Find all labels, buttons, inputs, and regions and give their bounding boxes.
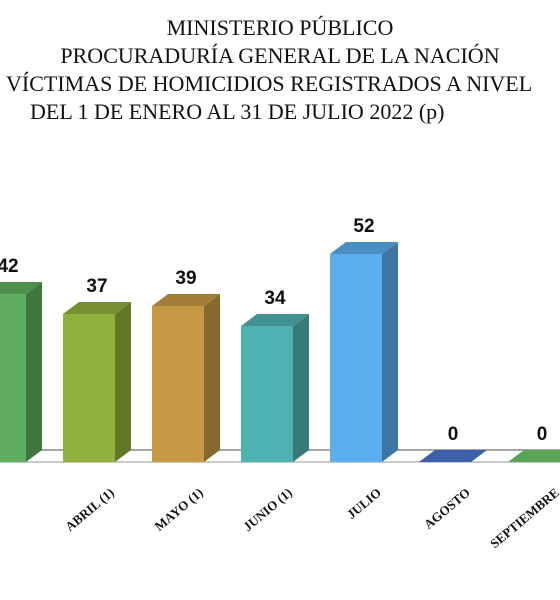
bar-top-abril-1	[63, 302, 131, 314]
bar-front-julio	[330, 254, 382, 462]
bar-front-abril-1	[63, 314, 115, 462]
title-line-procuraduria: PROCURADURÍA GENERAL DE LA NACIÓN	[60, 43, 500, 68]
category-label-septiembre: SEPTIEMBRE	[487, 485, 560, 551]
data-label-septiembre: 0	[537, 424, 548, 445]
bar-side-julio	[382, 242, 398, 462]
bar-front-junio-1	[241, 326, 293, 462]
title-line-periodo: DEL 1 DE ENERO AL 31 DE JULIO 2022 (p)	[30, 99, 445, 124]
category-label-agosto: AGOSTO	[421, 485, 473, 532]
bar-front-mayo-1	[152, 306, 204, 462]
bar-flat-septiembre	[508, 450, 560, 462]
bar-flat-agosto	[419, 450, 487, 462]
bar-front-first	[0, 294, 26, 462]
bar-side-first	[26, 282, 42, 462]
data-label-agosto: 0	[448, 424, 459, 445]
title-line-ministerio: MINISTERIO PÚBLICO	[166, 15, 394, 40]
bar-top-first	[0, 282, 42, 294]
category-label-junio-1: JUNIO (1)	[240, 485, 295, 534]
bar-top-mayo-1	[152, 294, 220, 306]
category-label-abril-1: ABRIL (1)	[62, 485, 117, 534]
bar-side-junio-1	[293, 314, 309, 462]
category-label-julio: JULIO	[344, 485, 384, 522]
data-label-junio-1: 34	[264, 288, 286, 309]
data-label-mayo-1: 39	[175, 268, 196, 289]
chart-title: MINISTERIO PÚBLICO PROCURADURÍA GENERAL …	[0, 14, 560, 126]
bar-top-junio-1	[241, 314, 309, 326]
bar-top-julio	[330, 242, 398, 254]
category-label-mayo-1: MAYO (1)	[152, 485, 206, 534]
data-label-julio: 52	[353, 216, 374, 237]
data-label-first: 42	[0, 256, 19, 277]
bar-side-mayo-1	[204, 294, 220, 462]
data-label-abril-1: 37	[86, 276, 107, 297]
title-line-victimas: VÍCTIMAS DE HOMICIDIOS REGISTRADOS A NIV…	[6, 71, 533, 96]
bar-side-abril-1	[115, 302, 131, 462]
